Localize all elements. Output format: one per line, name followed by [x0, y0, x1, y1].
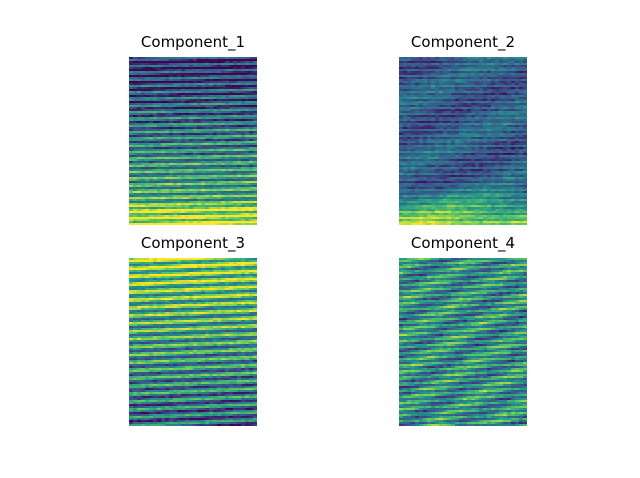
panel-title: Component_4	[410, 234, 516, 252]
panel-title: Component_1	[140, 33, 246, 51]
heatmap-image	[399, 57, 527, 225]
heatmap-image	[399, 258, 527, 426]
panel-component-1: Component_1	[129, 33, 257, 225]
panel-component-3: Component_3	[129, 234, 257, 426]
panel-title: Component_3	[140, 234, 246, 252]
heatmap-image	[129, 57, 257, 225]
panel-component-2: Component_2	[399, 33, 527, 225]
heatmap-image	[129, 258, 257, 426]
panel-title: Component_2	[410, 33, 516, 51]
panel-component-4: Component_4	[399, 234, 527, 426]
